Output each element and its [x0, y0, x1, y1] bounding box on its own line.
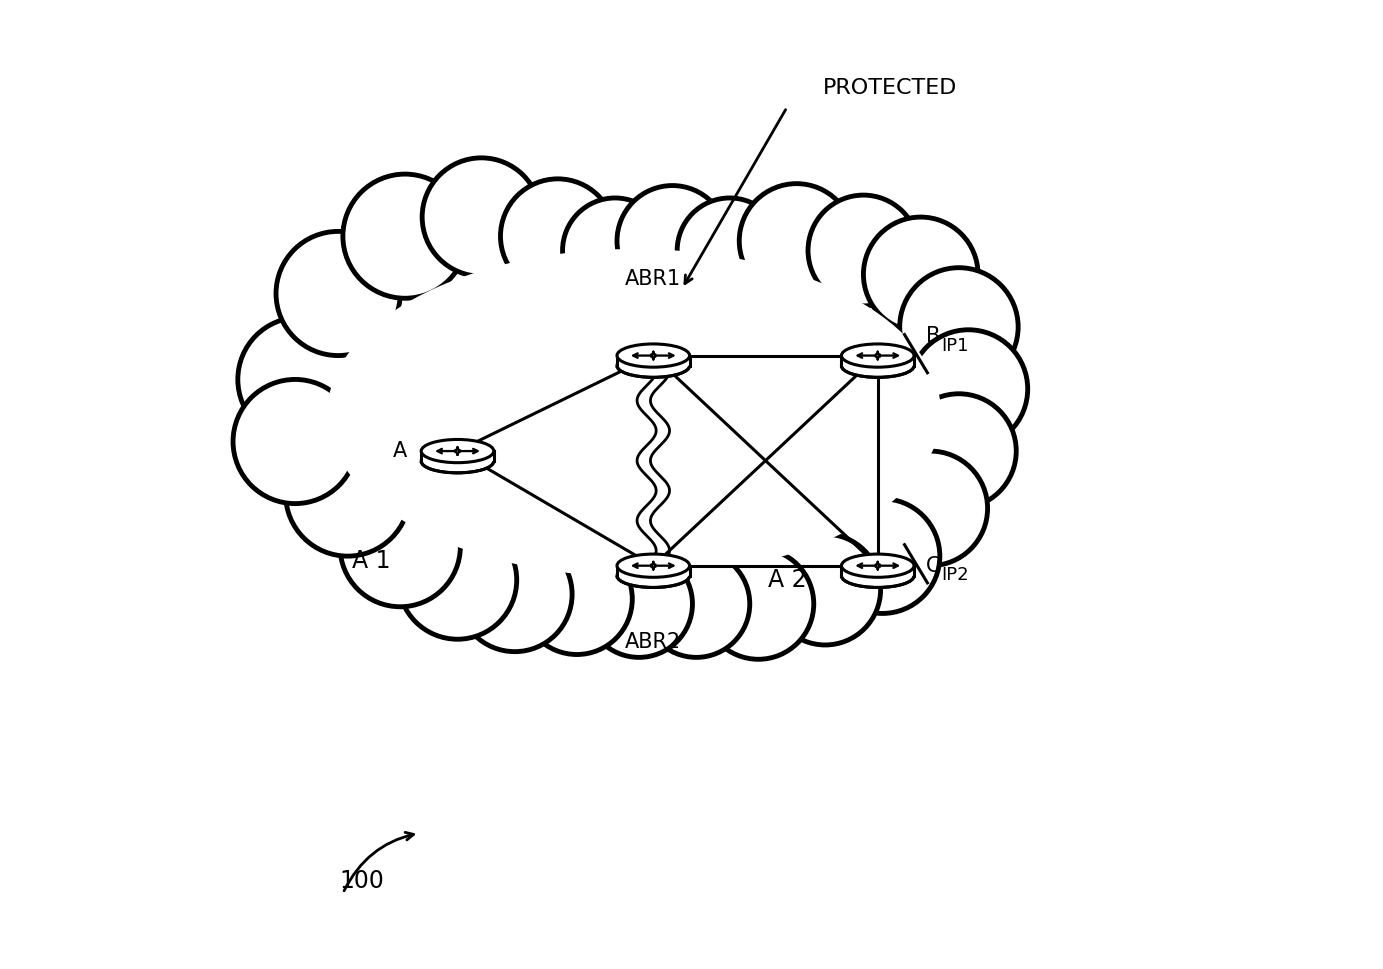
Polygon shape	[617, 566, 690, 576]
Circle shape	[458, 537, 573, 651]
Circle shape	[909, 329, 1028, 449]
Text: IP1: IP1	[942, 337, 969, 355]
Circle shape	[678, 198, 783, 303]
Ellipse shape	[617, 564, 690, 587]
Circle shape	[585, 550, 693, 657]
Ellipse shape	[841, 564, 914, 587]
Polygon shape	[617, 356, 690, 365]
Circle shape	[343, 174, 467, 298]
Circle shape	[422, 158, 541, 276]
Circle shape	[285, 432, 409, 556]
Text: C: C	[925, 555, 940, 576]
Circle shape	[617, 185, 727, 297]
Circle shape	[863, 217, 978, 331]
Text: 100: 100	[340, 869, 384, 892]
Ellipse shape	[617, 554, 690, 578]
Text: IP2: IP2	[942, 566, 969, 584]
Circle shape	[770, 534, 881, 645]
Circle shape	[234, 380, 357, 504]
Ellipse shape	[328, 249, 940, 577]
Text: PROTECTED: PROTECTED	[823, 78, 957, 98]
Circle shape	[277, 232, 400, 356]
Text: A: A	[393, 441, 408, 461]
Circle shape	[826, 499, 940, 613]
Ellipse shape	[841, 344, 914, 367]
Circle shape	[900, 267, 1018, 386]
Circle shape	[340, 486, 461, 607]
Ellipse shape	[285, 227, 983, 599]
Polygon shape	[841, 566, 914, 576]
Ellipse shape	[617, 344, 690, 367]
Circle shape	[873, 452, 987, 566]
Ellipse shape	[422, 450, 494, 473]
Circle shape	[563, 198, 668, 303]
Text: B: B	[925, 327, 940, 347]
Text: A 2: A 2	[768, 568, 806, 592]
Circle shape	[703, 548, 813, 659]
Text: A 1: A 1	[353, 548, 391, 573]
Circle shape	[643, 550, 750, 657]
Circle shape	[902, 393, 1017, 509]
Ellipse shape	[841, 554, 914, 578]
Ellipse shape	[617, 354, 690, 377]
Circle shape	[521, 544, 632, 654]
Circle shape	[740, 184, 853, 298]
Circle shape	[398, 520, 517, 640]
Circle shape	[238, 318, 362, 442]
Text: ABR1: ABR1	[625, 269, 682, 289]
Polygon shape	[422, 452, 494, 461]
Circle shape	[501, 179, 615, 294]
Ellipse shape	[841, 354, 914, 377]
Text: ABR2: ABR2	[625, 632, 682, 652]
Ellipse shape	[422, 440, 494, 462]
Polygon shape	[841, 356, 914, 365]
Circle shape	[808, 195, 918, 306]
